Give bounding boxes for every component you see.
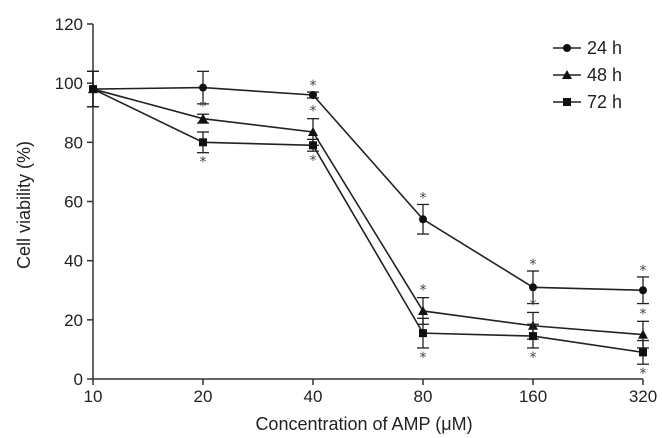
significance-star: * [420,190,427,206]
legend-marker [562,70,572,79]
significance-star: * [310,153,317,169]
y-tick-label: 80 [64,133,83,152]
series-layer: * * * * * * * * * * * * * * [87,70,649,382]
data-point [199,138,207,147]
series-line [92,86,644,292]
y-tick-label: 0 [74,370,83,389]
legend-item: 48 h [553,65,622,85]
significance-star: * [310,104,317,120]
data-point [89,85,97,94]
significance-star: * [530,297,537,313]
data-point [308,126,318,136]
series-72-h: * * * * * [87,70,649,382]
y-tick-label: 120 [55,15,83,34]
x-tick-label: 160 [519,387,547,406]
legend-item: 24 h [553,38,622,58]
data-point [309,141,317,150]
significance-star: * [200,155,207,171]
data-point [418,305,428,315]
series-line [92,88,644,336]
series-24-h: * * * * [87,70,649,305]
y-tick-label: 20 [64,311,83,330]
y-tick-label: 100 [55,74,83,93]
axes: 0 20 40 60 80 100 120 10 20 40 80 160 320 [55,15,658,406]
legend-label: 72 h [587,92,622,112]
legend-label: 48 h [587,65,622,85]
data-point [529,283,537,292]
data-point [529,332,537,341]
data-point [419,329,427,338]
x-axis-title: Concentration of AMP (μM) [255,414,472,434]
x-tick-label: 320 [629,387,657,406]
significance-star: * [420,350,427,366]
y-axis-title: Cell viability (%) [14,141,34,269]
legend-label: 24 h [587,38,622,58]
y-tick-label: 40 [64,252,83,271]
legend-marker [563,44,571,52]
data-point [199,83,207,92]
significance-star: * [530,350,537,366]
data-point [309,91,317,99]
y-tick-label: 60 [64,193,83,212]
legend: 24 h 48 h 72 h [553,38,622,112]
legend-marker [563,98,571,106]
significance-star: * [420,283,427,299]
significance-star: * [200,99,207,115]
legend-item: 72 h [553,92,622,112]
x-tick-label: 40 [304,387,323,406]
significance-star: * [640,306,647,322]
x-tick-label: 20 [194,387,213,406]
series-line [92,88,644,354]
x-tick-label: 10 [84,387,103,406]
data-point [639,286,647,295]
data-point [639,348,647,357]
significance-star: * [640,366,647,382]
data-point [198,113,208,123]
series-48-h: * * * * * [87,70,649,349]
x-tick-label: 80 [414,387,433,406]
data-point [419,215,427,224]
data-point [638,329,648,339]
significance-star: * [530,257,537,273]
significance-star: * [640,263,647,279]
significance-star: * [310,78,317,94]
